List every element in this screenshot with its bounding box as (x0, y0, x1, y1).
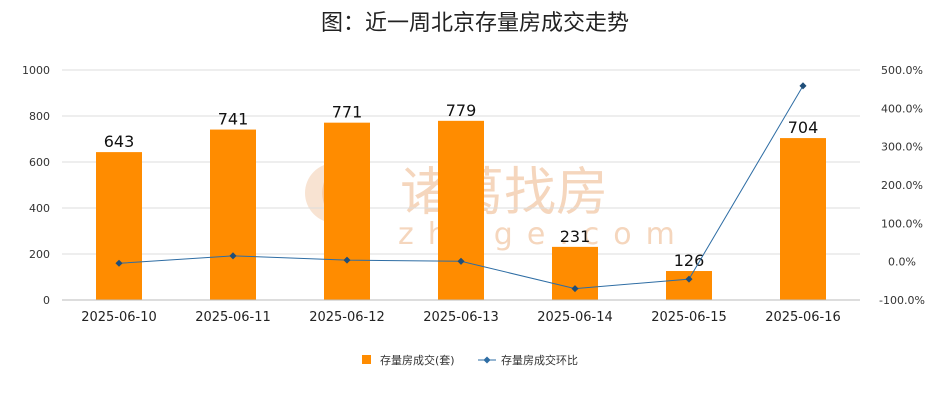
bar-value-label: 231 (560, 227, 591, 246)
bar-value-label: 643 (104, 132, 135, 151)
line-point (343, 256, 351, 264)
right-tick-label: 200.0% (881, 179, 923, 192)
chart-title: 图：近一周北京存量房成交走势 (321, 11, 629, 36)
line-series (115, 82, 807, 293)
left-tick-label: 400 (29, 202, 50, 215)
bar (96, 152, 142, 300)
x-tick-label: 2025-06-10 (81, 310, 157, 325)
x-tick-label: 2025-06-11 (195, 310, 271, 325)
bar (324, 122, 370, 300)
right-tick-label: 400.0% (881, 102, 923, 115)
x-tick-label: 2025-06-13 (423, 310, 499, 325)
left-axis: 0 200 400 600 800 1000 (22, 64, 50, 307)
left-tick-label: 0 (43, 294, 50, 307)
bar (210, 129, 256, 300)
legend-bar-swatch (362, 355, 371, 364)
left-tick-label: 800 (29, 110, 50, 123)
right-tick-label: 500.0% (881, 64, 923, 77)
bar (438, 120, 484, 300)
bar (666, 271, 712, 300)
left-tick-label: 200 (29, 248, 50, 261)
line-point (457, 257, 465, 265)
bar-value-label: 771 (332, 103, 363, 122)
bar (780, 138, 826, 300)
x-axis: 2025-06-10 2025-06-11 2025-06-12 2025-06-13… (62, 299, 860, 325)
line-point (115, 259, 123, 267)
x-tick-label: 2025-06-12 (309, 310, 385, 325)
bar-value-label: 704 (788, 118, 819, 137)
right-axis: -100.0% 0.0% 100.0% 200.0% 300.0% 400.0% 500.0… (879, 64, 925, 307)
right-tick-label: 0.0% (888, 256, 916, 269)
watermark-cn: 诸葛找房 (400, 163, 608, 223)
bar-value-label: 741 (218, 110, 249, 129)
x-tick-label: 2025-06-15 (651, 310, 727, 325)
legend: 存量房成交(套) 存量房成交环比 (362, 353, 578, 367)
right-tick-label: 100.0% (881, 217, 923, 230)
line-point (685, 275, 693, 283)
left-tick-label: 1000 (22, 64, 50, 77)
x-tick-label: 2025-06-16 (765, 310, 841, 325)
right-tick-label: -100.0% (879, 294, 925, 307)
line-point (229, 252, 237, 260)
bar-value-label: 779 (446, 101, 477, 120)
legend-line-label: 存量房成交环比 (501, 353, 578, 367)
legend-line-marker (483, 356, 491, 364)
x-tick-label: 2025-06-14 (537, 310, 613, 325)
line-point (571, 285, 579, 293)
right-tick-label: 300.0% (881, 141, 923, 154)
line-point (799, 82, 807, 90)
left-tick-label: 600 (29, 156, 50, 169)
legend-bar-label: 存量房成交(套) (380, 353, 455, 367)
